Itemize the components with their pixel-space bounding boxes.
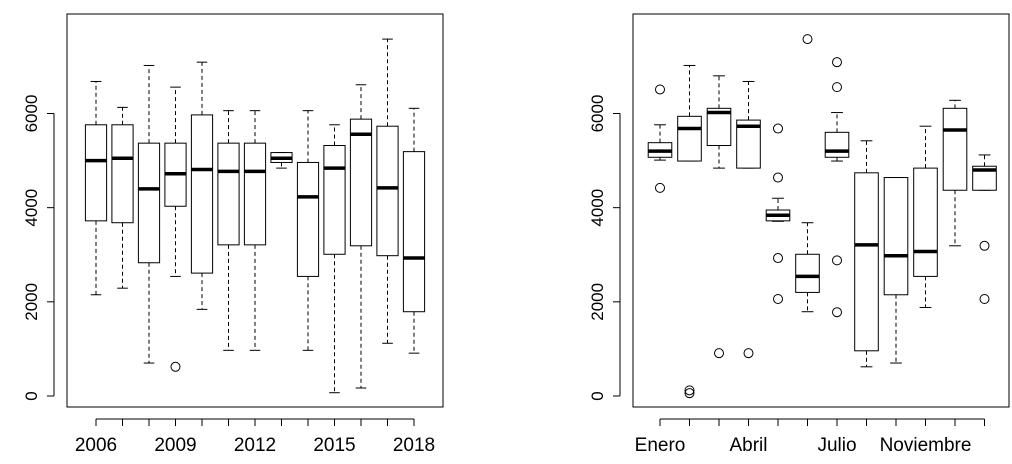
outlier-point — [773, 253, 783, 264]
box-iqr — [942, 107, 968, 191]
box-2011 — [217, 110, 240, 351]
outlier-point — [979, 294, 990, 305]
outlier-point — [743, 348, 754, 359]
outlier-point — [832, 255, 842, 266]
box-2007 — [111, 106, 134, 289]
box-Septiembre — [883, 177, 909, 364]
box-2015 — [323, 124, 346, 394]
box-iqr — [111, 124, 134, 224]
box-2013 — [270, 152, 293, 169]
outlier-point — [655, 182, 665, 193]
box-Diciembre — [972, 154, 997, 305]
y-tick-label: 6000 — [588, 95, 607, 133]
box-iqr — [706, 107, 732, 147]
outlier-point — [832, 57, 842, 68]
box-iqr — [137, 142, 161, 264]
box-iqr — [217, 142, 240, 246]
plot-frame — [632, 13, 1010, 408]
box-iqr — [296, 161, 320, 277]
box-iqr — [349, 118, 373, 247]
outlier-point — [170, 361, 181, 372]
box-2009 — [164, 86, 187, 372]
box-iqr — [323, 145, 346, 255]
box-iqr — [854, 172, 879, 352]
x-tick-label: 2006 — [75, 435, 117, 456]
x-tick-label: Noviembre — [880, 435, 972, 456]
y-tick-label: 0 — [22, 391, 41, 400]
x-tick-label: Julio — [817, 435, 856, 456]
chart-panel-1: 0 2000 4000 6000 2006 2009 2012 2015 2018 — [22, 13, 444, 456]
x-tick-label: Abril — [729, 435, 767, 456]
outlier-point — [773, 123, 783, 134]
box-Junio — [795, 34, 820, 313]
outlier-point — [714, 348, 724, 359]
box-2014 — [296, 110, 320, 351]
outlier-point — [832, 82, 842, 93]
y-tick-label: 2000 — [588, 283, 607, 321]
box-2008 — [137, 64, 161, 364]
y-tick-label: 6000 — [22, 95, 41, 133]
box-2017 — [376, 38, 399, 344]
box-Abril — [736, 80, 761, 359]
box-2016 — [349, 84, 373, 389]
box-Noviembre — [942, 99, 968, 247]
outlier-point — [773, 172, 783, 183]
box-iqr — [402, 151, 426, 313]
box-iqr — [795, 253, 820, 293]
outlier-point — [979, 240, 990, 251]
plot-frame — [66, 13, 444, 408]
box-iqr — [883, 177, 909, 296]
box-iqr — [736, 119, 761, 169]
box-2012 — [243, 110, 267, 351]
box-Marzo — [706, 75, 732, 359]
box-iqr — [677, 115, 702, 162]
y-tick-label: 2000 — [22, 283, 41, 321]
box-Febrero — [677, 64, 702, 399]
box-iqr — [376, 125, 399, 257]
y-tick-label: 4000 — [22, 189, 41, 227]
box-2010 — [190, 61, 214, 310]
y-tick-label: 4000 — [588, 189, 607, 227]
box-Mayo — [765, 123, 791, 305]
x-tick-label: 2012 — [234, 435, 276, 456]
box-Octubre — [913, 125, 938, 308]
box-iqr — [913, 167, 938, 277]
box-2018 — [402, 107, 426, 354]
chart-panel-2: 0 2000 4000 6000 Enero Abril Julio Noviembre — [588, 13, 1010, 456]
outlier-point — [773, 294, 783, 305]
x-tick-label: Enero — [635, 435, 686, 456]
y-tick-label: 0 — [588, 391, 607, 400]
x-tick-label: 2015 — [313, 435, 355, 456]
box-Enero — [647, 84, 673, 193]
box-Agosto — [854, 140, 879, 368]
outlier-point — [684, 385, 695, 396]
box-Julio — [824, 57, 850, 318]
box-iqr — [84, 124, 108, 222]
x-tick-label: 2009 — [154, 435, 196, 456]
outlier-point — [684, 388, 695, 399]
box-iqr — [824, 131, 850, 158]
outlier-point — [655, 84, 665, 95]
box-iqr — [972, 165, 997, 191]
outlier-point — [802, 34, 813, 45]
box-2006 — [84, 80, 108, 296]
x-tick-label: 2018 — [393, 435, 435, 456]
box-iqr — [243, 142, 267, 246]
box-iqr — [190, 114, 214, 274]
outlier-point — [832, 307, 842, 318]
